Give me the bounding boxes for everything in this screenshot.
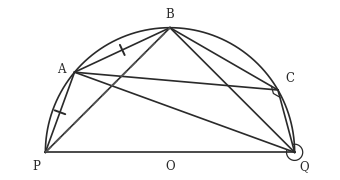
Text: C: C xyxy=(285,72,294,85)
Text: O: O xyxy=(165,160,175,173)
Text: A: A xyxy=(57,63,66,76)
Text: Q: Q xyxy=(300,160,309,173)
Text: P: P xyxy=(33,160,40,173)
Text: B: B xyxy=(166,8,174,21)
